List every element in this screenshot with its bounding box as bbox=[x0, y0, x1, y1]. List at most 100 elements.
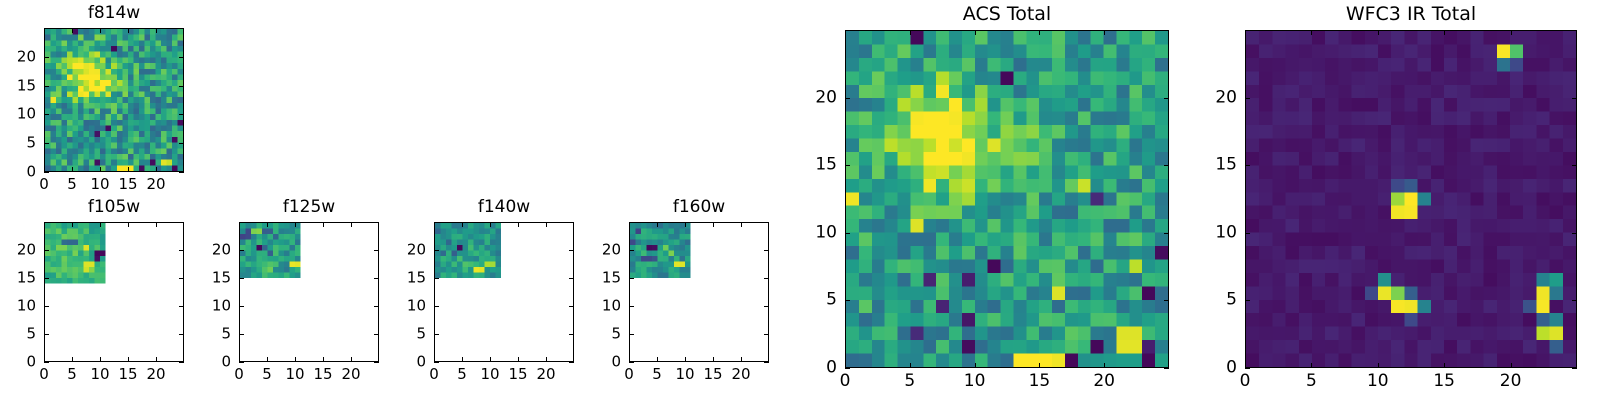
y-tick-label: 10 bbox=[406, 296, 426, 315]
x-tick-label: 15 bbox=[1028, 371, 1051, 391]
x-tick-label: 0 bbox=[234, 365, 244, 383]
x-tick-label: 20 bbox=[146, 365, 166, 383]
y-tick-label: 10 bbox=[601, 296, 621, 315]
axes-f814w[interactable] bbox=[44, 28, 184, 172]
y-tick-label: 5 bbox=[611, 324, 621, 343]
y-tick-mark bbox=[239, 362, 244, 363]
x-tick-label: 10 bbox=[480, 365, 500, 383]
axes-f160w[interactable] bbox=[629, 222, 769, 362]
panel-title-acs-total: ACS Total bbox=[962, 3, 1052, 25]
x-tick-label: 15 bbox=[1433, 371, 1456, 391]
y-tick-label: 20 bbox=[211, 240, 231, 259]
y-tick-label: 10 bbox=[1215, 222, 1237, 243]
y-tick-label: 0 bbox=[26, 162, 36, 181]
y-tick-label: 5 bbox=[1226, 289, 1237, 310]
x-tick-label: 10 bbox=[90, 175, 110, 193]
panel-title-f140w: f140w bbox=[477, 197, 531, 217]
y-tick-label: 10 bbox=[211, 296, 231, 315]
x-tick-label: 5 bbox=[457, 365, 467, 383]
heatmap-image-wfc3_ir_total bbox=[1246, 31, 1576, 367]
x-tick-label: 0 bbox=[1239, 371, 1251, 391]
x-tick-label: 15 bbox=[313, 365, 333, 383]
y-tick-mark bbox=[1572, 368, 1577, 369]
x-tick-label: 20 bbox=[1499, 371, 1522, 391]
x-tick-label: 5 bbox=[262, 365, 272, 383]
y-tick-mark bbox=[44, 172, 49, 173]
axes-wfc3-ir-total[interactable] bbox=[1245, 30, 1577, 368]
panel-title-wfc3-ir-total: WFC3 IR Total bbox=[1345, 3, 1477, 25]
x-tick-label: 10 bbox=[1366, 371, 1389, 391]
y-tick-mark bbox=[629, 362, 634, 363]
y-tick-mark bbox=[1245, 368, 1250, 369]
y-tick-mark bbox=[44, 362, 49, 363]
x-tick-label: 15 bbox=[118, 365, 138, 383]
x-tick-label: 5 bbox=[652, 365, 662, 383]
heatmap-image-f160w bbox=[630, 223, 768, 361]
y-tick-label: 15 bbox=[601, 268, 621, 287]
panel-title-f160w: f160w bbox=[672, 197, 726, 217]
y-tick-label: 0 bbox=[1226, 357, 1237, 378]
y-tick-label: 10 bbox=[16, 104, 36, 123]
axes-f125w[interactable] bbox=[239, 222, 379, 362]
x-tick-label: 0 bbox=[839, 371, 851, 391]
y-tick-label: 15 bbox=[406, 268, 426, 287]
y-tick-label: 20 bbox=[16, 47, 36, 66]
y-tick-label: 0 bbox=[26, 352, 36, 371]
y-tick-label: 15 bbox=[211, 268, 231, 287]
x-tick-label: 0 bbox=[39, 175, 49, 193]
x-tick-label: 10 bbox=[90, 365, 110, 383]
y-tick-label: 20 bbox=[601, 240, 621, 259]
x-tick-label: 20 bbox=[146, 175, 166, 193]
y-tick-label: 15 bbox=[815, 154, 837, 175]
heatmap-image-f125w bbox=[240, 223, 378, 361]
y-tick-label: 20 bbox=[406, 240, 426, 259]
y-tick-label: 15 bbox=[1215, 154, 1237, 175]
y-tick-label: 5 bbox=[26, 133, 36, 152]
x-tick-label: 10 bbox=[285, 365, 305, 383]
y-tick-label: 15 bbox=[16, 76, 36, 95]
y-tick-mark bbox=[845, 368, 850, 369]
x-tick-label: 0 bbox=[39, 365, 49, 383]
y-tick-label: 10 bbox=[815, 222, 837, 243]
x-tick-label: 5 bbox=[1305, 371, 1317, 391]
y-tick-mark bbox=[569, 362, 574, 363]
x-tick-label: 15 bbox=[703, 365, 723, 383]
y-tick-label: 20 bbox=[1215, 87, 1237, 108]
x-tick-label: 10 bbox=[963, 371, 986, 391]
y-tick-label: 5 bbox=[826, 289, 837, 310]
y-tick-label: 0 bbox=[611, 352, 621, 371]
y-tick-label: 5 bbox=[26, 324, 36, 343]
y-tick-label: 20 bbox=[16, 240, 36, 259]
y-tick-mark bbox=[179, 172, 184, 173]
y-tick-label: 20 bbox=[815, 87, 837, 108]
y-tick-label: 15 bbox=[16, 268, 36, 287]
x-tick-label: 10 bbox=[675, 365, 695, 383]
panel-title-f125w: f125w bbox=[282, 197, 336, 217]
x-tick-label: 20 bbox=[341, 365, 361, 383]
x-tick-label: 15 bbox=[508, 365, 528, 383]
y-tick-label: 5 bbox=[416, 324, 426, 343]
heatmap-image-f814w bbox=[45, 29, 183, 171]
y-tick-label: 5 bbox=[221, 324, 231, 343]
axes-f105w[interactable] bbox=[44, 222, 184, 362]
x-tick-label: 15 bbox=[118, 175, 138, 193]
x-tick-label: 0 bbox=[429, 365, 439, 383]
x-tick-label: 0 bbox=[624, 365, 634, 383]
y-tick-mark bbox=[434, 362, 439, 363]
x-tick-label: 20 bbox=[1093, 371, 1116, 391]
y-tick-mark bbox=[1164, 368, 1169, 369]
x-tick-label: 20 bbox=[536, 365, 556, 383]
heatmap-image-f105w bbox=[45, 223, 183, 361]
y-tick-mark bbox=[764, 362, 769, 363]
y-tick-mark bbox=[374, 362, 379, 363]
y-tick-label: 0 bbox=[826, 357, 837, 378]
y-tick-mark bbox=[179, 362, 184, 363]
axes-acs-total[interactable] bbox=[845, 30, 1169, 368]
axes-f140w[interactable] bbox=[434, 222, 574, 362]
panel-title-f814w: f814w bbox=[87, 3, 141, 23]
